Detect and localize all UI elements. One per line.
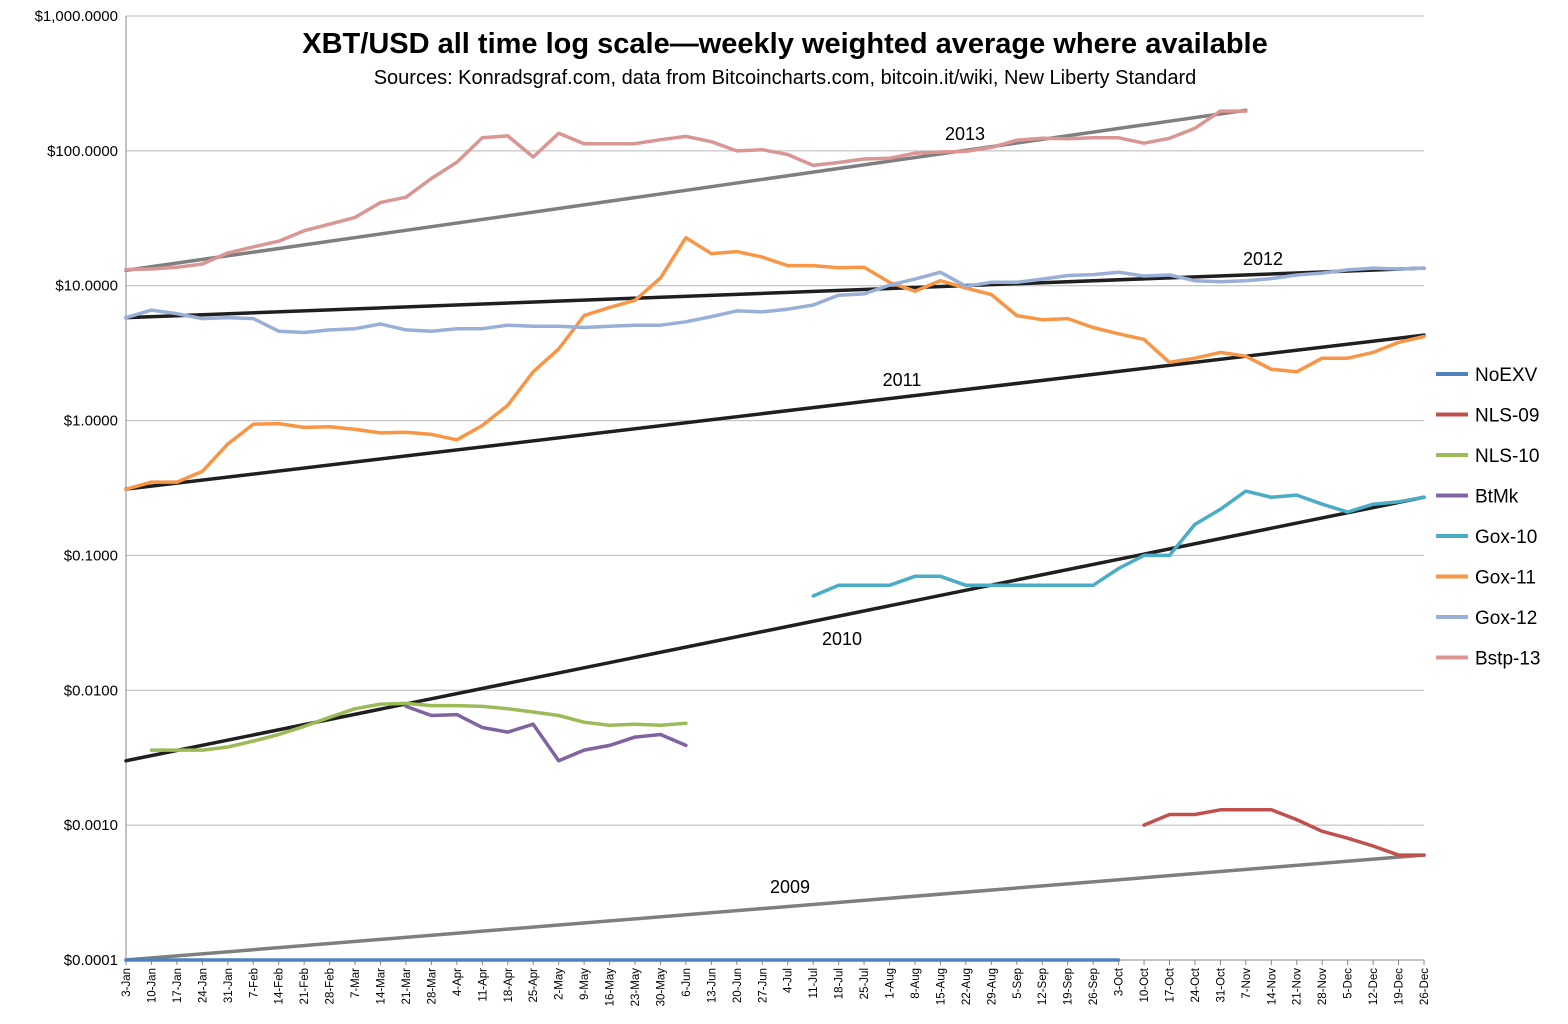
x-tick-label-7: 21-Feb [299,968,311,1004]
x-tick-label-22: 6-Jun [681,968,693,997]
x-tick-label-51: 26-Dec [1419,968,1431,1005]
x-tick-label-26: 4-Jul [783,968,795,993]
x-tick-label-4: 31-Jan [223,968,235,1003]
x-tick-label-3: 24-Jan [197,968,209,1003]
x-tick-label-35: 5-Sep [1012,968,1024,999]
x-tick-label-32: 15-Aug [935,968,947,1005]
x-tick-label-38: 26-Sep [1088,968,1100,1005]
x-tick-label-29: 25-Jul [859,968,871,999]
x-tick-label-25: 27-Jun [757,968,769,1003]
series-line-Gox-10 [811,489,1426,598]
y-tick-label-7: $0.0001 [64,952,118,969]
legend-label-Bstp-13: Bstp-13 [1475,649,1540,670]
x-tick-label-18: 9-May [579,968,591,1000]
x-tick-label-47: 28-Nov [1317,968,1329,1005]
x-tick-label-20: 23-May [630,968,642,1007]
trendline-label-2011: 2011 [883,370,922,390]
legend-label-Gox-12: Gox-12 [1475,608,1537,629]
x-tick-label-2: 17-Jan [172,968,184,1003]
x-tick-label-28: 18-Jul [834,968,846,999]
y-tick-label-6: $0.0010 [64,817,118,834]
trendline-2010 [124,495,1426,763]
x-tick-label-10: 14-Mar [376,968,388,1005]
legend-label-Gox-11: Gox-11 [1475,568,1536,589]
x-tick-label-1: 10-Jan [146,968,158,1003]
chart-subtitle: Sources: Konradsgraf.com, data from Bitc… [374,67,1197,89]
x-tick-label-37: 19-Sep [1063,968,1075,1005]
x-tick-label-21: 30-May [655,968,667,1007]
trendline-label-2013: 2013 [945,124,985,144]
x-tick-label-36: 12-Sep [1037,968,1049,1005]
y-tick-label-2: $10.0000 [55,278,118,295]
x-tick-label-43: 31-Oct [1215,967,1227,1002]
x-tick-label-14: 11-Apr [477,968,489,1002]
trendline-label-2010: 2010 [822,629,862,649]
x-tick-label-45: 14-Nov [1266,968,1278,1005]
trendline-label-2012: 2012 [1243,249,1283,269]
x-tick-label-39: 3-Oct [1114,967,1126,996]
y-tick-label-1: $100.0000 [47,143,118,160]
x-tick-label-41: 17-Oct [1164,967,1176,1002]
data-series [124,109,1426,962]
y-tick-label-3: $1.0000 [64,413,118,430]
legend: NoEXV NLS-09 NLS-10 BtMk Gox-10 Gox-11 Gox-12 B… [1436,365,1540,670]
x-tick-label-40: 10-Oct [1139,967,1151,1002]
chart-title: XBT/USD all time log scale—weekly weight… [302,28,1267,60]
x-tick-label-15: 18-Apr [503,968,515,1003]
legend-label-NLS-09: NLS-09 [1475,406,1539,427]
x-tick-label-31: 8-Aug [910,968,922,999]
x-tick-label-42: 24-Oct [1190,967,1202,1002]
x-tick-label-34: 29-Aug [986,968,998,1005]
x-tick-label-17: 2-May [554,968,566,1000]
legend-label-BtMk: BtMk [1475,487,1519,508]
series-line-Gox-11 [124,235,1426,491]
x-tick-label-16: 25-Apr [528,968,540,1003]
x-tick-label-44: 7-Nov [1241,968,1253,999]
trendline-2011 [124,333,1426,491]
x-tick-label-11: 21-Mar [401,968,413,1005]
legend-label-NoEXV: NoEXV [1475,365,1538,386]
x-tick-label-6: 14-Feb [274,968,286,1004]
series-line-NLS-09 [1142,808,1426,857]
trendline-2012 [124,266,1426,320]
x-tick-label-50: 19-Dec [1394,968,1406,1005]
trendline-label-2009: 2009 [770,877,810,897]
trendline-2009 [124,853,1426,962]
x-tick-label-30: 1-Aug [885,968,897,999]
series-line-Bstp-13 [124,109,1248,272]
y-tick-label-4: $0.1000 [64,547,118,564]
x-tick-label-24: 20-Jun [732,968,744,1003]
y-tick-labels: $1,000.0000 $100.0000 $10.0000 $1.0000 $0.10… [35,8,118,969]
x-tick-label-19: 16-May [605,968,617,1007]
x-tick-label-33: 22-Aug [961,968,973,1005]
x-tick-label-8: 28-Feb [325,968,337,1004]
x-tick-labels: 3-Jan 10-Jan 17-Jan 24-Jan 31-Jan 7-Feb 14-Feb… [121,960,1431,1006]
x-tick-label-46: 21-Nov [1292,968,1304,1005]
legend-label-NLS-10: NLS-10 [1475,446,1539,467]
x-tick-label-0: 3-Jan [121,968,133,997]
x-tick-label-27: 11-Jul [808,968,820,998]
series-line-BtMk [404,704,688,763]
trendline-labels: 2013 2012 2011 2010 2009 [770,124,1283,897]
legend-label-Gox-10: Gox-10 [1475,527,1537,548]
y-tick-label-0: $1,000.0000 [35,8,118,25]
x-tick-label-48: 5-Dec [1343,968,1355,999]
y-tick-label-5: $0.0100 [64,682,118,699]
x-tick-label-12: 28-Mar [426,968,438,1005]
series-line-Gox-12 [124,266,1426,335]
x-tick-label-5: 7-Feb [248,968,260,998]
x-tick-label-23: 13-Jun [706,968,718,1003]
series-line-NLS-10 [149,701,688,752]
x-tick-label-9: 7-Mar [350,968,362,998]
x-tick-label-49: 12-Dec [1368,968,1380,1005]
x-tick-label-13: 4-Apr [452,968,464,996]
